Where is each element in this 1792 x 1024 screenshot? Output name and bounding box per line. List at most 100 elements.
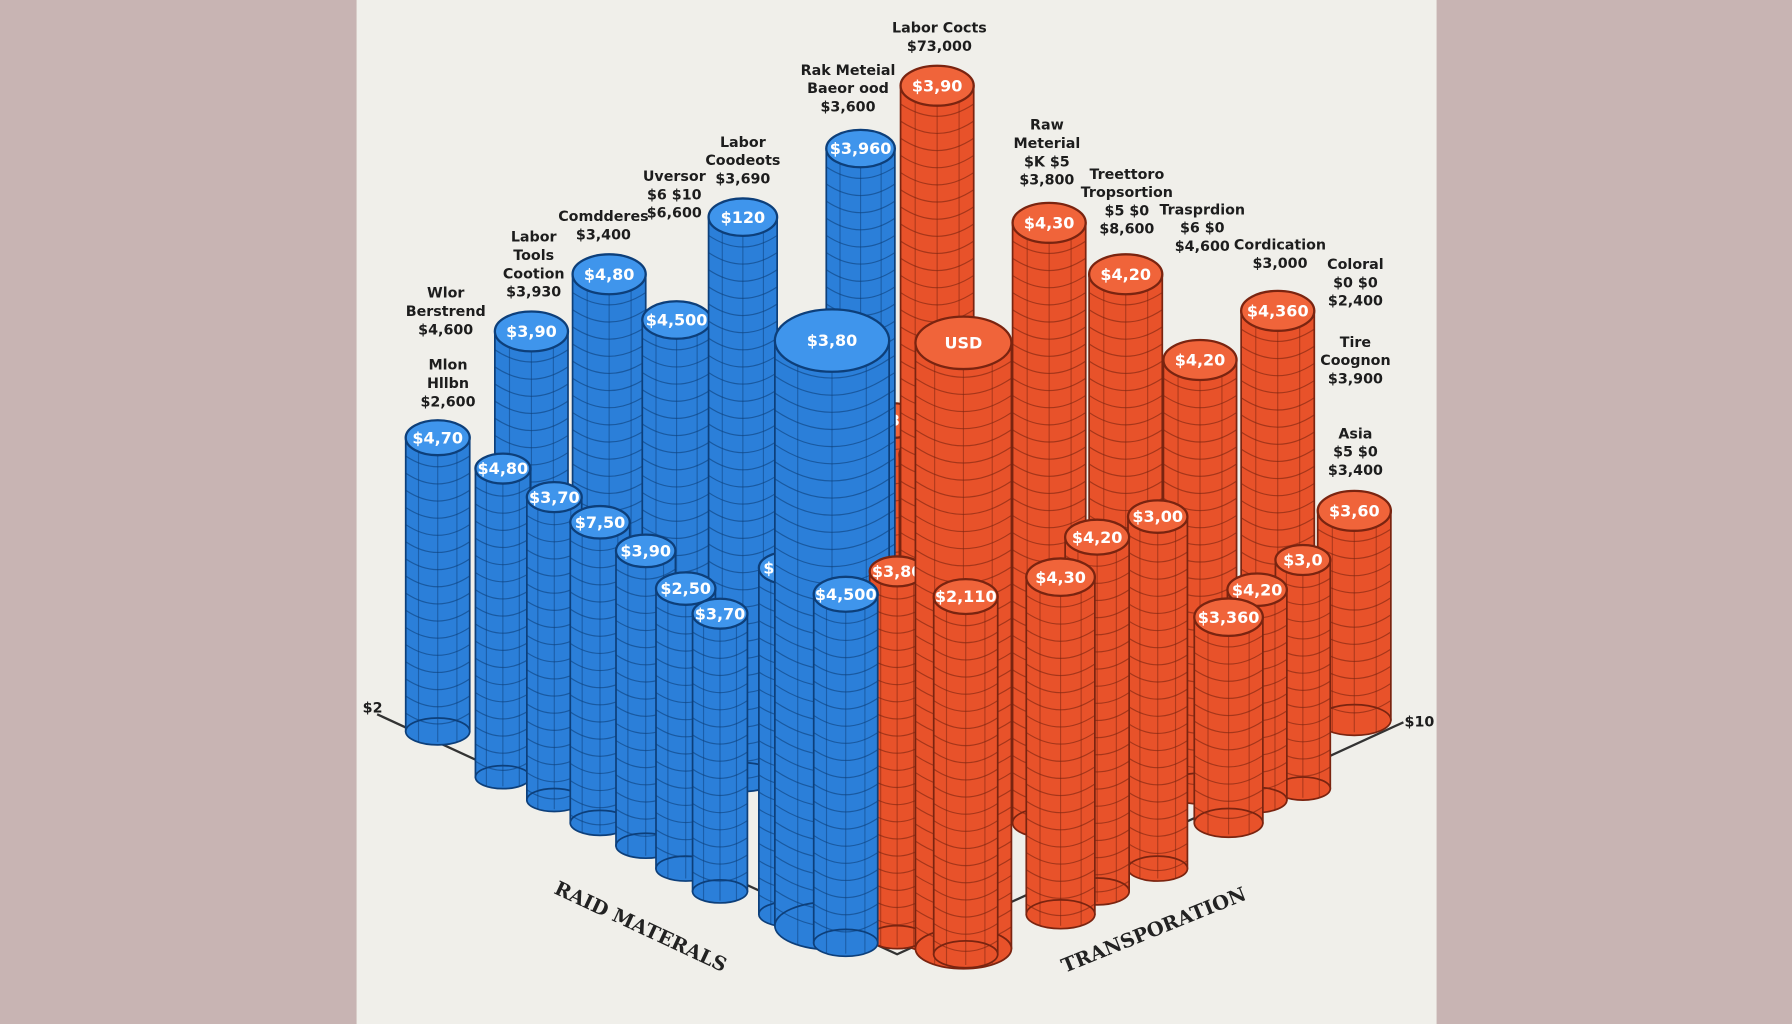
coin-stack: $3,00	[1126, 499, 1189, 882]
column-label: Labor	[720, 135, 766, 151]
coin-label: $3,70	[695, 604, 746, 623]
columns: $3,90 $4,80 $3,60 $4,70 $4,500 $4,360 $120 $4,8…	[404, 64, 1392, 970]
coin-top	[1316, 489, 1392, 532]
corner-label: $10	[1405, 714, 1435, 730]
coin-label: $4,20	[1100, 265, 1151, 284]
column-label: Tropsortion	[1081, 185, 1173, 201]
coin-label: $4,20	[1175, 351, 1226, 370]
column-label: $3,690	[715, 171, 770, 187]
coin-top	[614, 533, 677, 569]
coin-top	[1239, 289, 1316, 332]
coin-label: $4,30	[1035, 568, 1086, 587]
coin-label: $3,80	[807, 331, 858, 350]
column-label: Wlor	[427, 286, 464, 302]
column-label: $3,400	[1328, 463, 1383, 479]
column-label: Hllbn	[427, 376, 469, 392]
coin-label: $4,360	[1247, 301, 1309, 320]
coin-top	[707, 197, 779, 238]
coin-label: $7,50	[575, 513, 626, 532]
coin-label: $120	[721, 208, 766, 227]
coin-top	[569, 504, 631, 540]
coin-label: $4,20	[1072, 528, 1123, 547]
coin-label: $4,30	[1024, 214, 1075, 233]
column-label: $6 $0	[1180, 221, 1225, 237]
coin-stack: $4,80	[474, 452, 532, 790]
coin-label: $4,80	[584, 265, 635, 284]
coin-label: $2,50	[660, 579, 711, 598]
coin-top	[914, 315, 1013, 371]
coin-label: $3,90	[912, 76, 963, 95]
column-label: $6,600	[647, 206, 702, 222]
column-label: $5 $0	[1105, 203, 1150, 219]
column-label: Trasprdion	[1159, 202, 1245, 218]
column-label: $2,600	[420, 394, 475, 410]
column-label: Cordication	[1234, 238, 1326, 254]
coin-top	[525, 481, 583, 514]
coin-top	[474, 452, 532, 485]
coin-top	[1193, 597, 1264, 638]
labels: Wlor Berstrend $4,600 Mlon Hllbn $2,600 Labor T…	[406, 21, 1391, 479]
coin-top	[1274, 543, 1332, 577]
column-label: Coodeots	[705, 153, 780, 169]
coin-top	[654, 571, 717, 606]
coin-top	[1011, 201, 1087, 244]
coin-top	[1064, 518, 1131, 556]
column-label: Mlon	[428, 358, 467, 374]
column-label: Labor	[511, 230, 557, 246]
coin-stack: $4,500	[812, 575, 879, 958]
column-label: Tools	[513, 248, 554, 264]
coin-top	[404, 419, 471, 457]
coin-label: $3,70	[529, 488, 580, 507]
coin-top	[773, 308, 891, 373]
coin-top	[812, 575, 879, 613]
column-label: $4,600	[418, 322, 473, 338]
coin-label: $3,90	[506, 322, 557, 341]
column-label: $2,400	[1328, 294, 1383, 310]
coin-top	[932, 577, 999, 616]
column-label: Meterial	[1013, 136, 1080, 152]
column-label: $5 $0	[1333, 445, 1378, 461]
column-label: $0 $0	[1333, 275, 1378, 291]
column-label: Baeor ood	[807, 81, 889, 97]
coin-top	[1126, 499, 1189, 534]
column-label: $4,600	[1175, 239, 1230, 255]
column-label: Comdderes	[558, 209, 648, 225]
coin-top	[1087, 253, 1164, 296]
coin-label: $3,00	[1132, 507, 1183, 526]
column-label: $3,400	[576, 227, 631, 243]
coin-top	[691, 597, 749, 630]
column-label: $3,000	[1252, 256, 1307, 272]
coin-label: $2,110	[935, 587, 997, 606]
column-label: Coloral	[1327, 257, 1384, 273]
column-label: $8,600	[1099, 222, 1154, 238]
column-label: Raw	[1030, 118, 1064, 134]
column-label: Tire	[1340, 335, 1371, 351]
column-label: Asia	[1338, 426, 1372, 442]
coin-stack: $3,360	[1193, 597, 1264, 839]
coin-label: $4,70	[412, 428, 463, 447]
column-label: $6 $10	[647, 187, 702, 203]
coin-label: $3,360	[1198, 608, 1260, 627]
coin-label: $4,500	[646, 311, 708, 330]
column-label: $3,900	[1328, 371, 1383, 387]
column-label: Cootion	[503, 266, 565, 282]
corner-label: $2	[363, 701, 383, 717]
coin-label: USD	[945, 334, 983, 353]
column-label: Treettoro	[1089, 167, 1164, 183]
coin-top	[1025, 557, 1096, 598]
coin-label: $3,60	[1329, 501, 1380, 520]
coin-top	[825, 128, 896, 169]
coin-top	[1162, 338, 1238, 382]
coin-label: $4,20	[1232, 580, 1283, 599]
coin-label: $3,80	[872, 562, 923, 581]
coin-stack: $2,110	[932, 577, 999, 969]
column-label: Labor Cocts	[892, 21, 987, 37]
coin-label: $3,90	[620, 541, 671, 560]
column-label: $73,000	[907, 39, 972, 55]
coin-top	[493, 310, 570, 353]
coin-label: $3,960	[830, 139, 892, 158]
coin-label: $4,80	[478, 459, 529, 478]
column-label: Uversor	[643, 169, 706, 185]
